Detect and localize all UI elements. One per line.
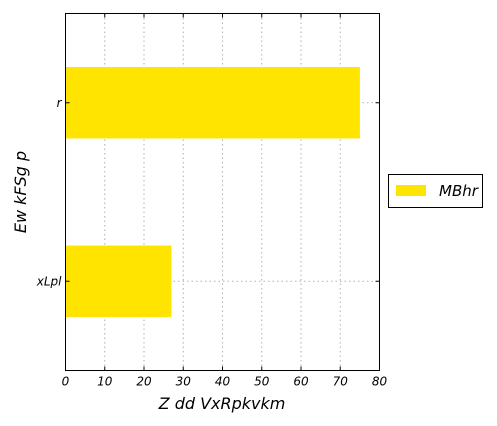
x-tick-label: 30 [176, 375, 192, 389]
x-tick-label: 80 [372, 375, 388, 389]
y-axis-label: Ew kFSg p [11, 151, 30, 233]
legend-label: MBhr [439, 182, 479, 200]
x-tick-label: 20 [136, 375, 152, 389]
x-tick-label: 50 [254, 375, 270, 389]
bars [65, 67, 360, 317]
x-tick-label: 60 [293, 375, 309, 389]
bar [65, 245, 172, 317]
bar [65, 67, 360, 139]
tick-marks [65, 13, 380, 371]
legend: MBhr [388, 174, 483, 208]
x-tick-label: 10 [97, 375, 113, 389]
x-tick-labels: 0 10 20 30 40 50 60 70 80 [62, 375, 388, 389]
x-axis-label: Z dd VxRpkvkm [158, 394, 286, 413]
x-tick-label: 70 [333, 375, 349, 389]
x-tick-label: 0 [62, 375, 70, 389]
y-tick-labels: r xLpl [36, 96, 63, 289]
y-tick-label: xLpl [36, 274, 62, 288]
y-tick-label: r [57, 96, 63, 110]
x-tick-label: 40 [215, 375, 231, 389]
legend-swatch [396, 185, 426, 196]
